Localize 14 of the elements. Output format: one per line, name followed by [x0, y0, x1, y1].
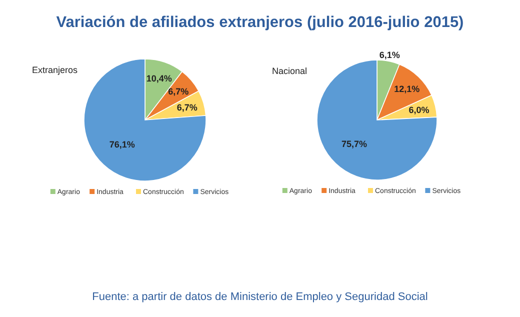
text: Variación de afiliados extranjeros (julio 2016-julio 2015)	[56, 14, 464, 31]
text: Nacional	[272, 66, 308, 76]
data-label: 76,1%	[109, 140, 135, 150]
data-label: 10,4%	[146, 73, 172, 84]
data-label: 75,7%	[341, 138, 368, 149]
pie-slice	[316, 60, 438, 180]
source-note: Fuente: a partir de datos de Ministerio de Empleo y Seguridad Social	[92, 291, 428, 303]
data-label: 12,1%	[394, 84, 420, 94]
text: Extranjeros	[32, 65, 78, 75]
pie-slice	[84, 58, 206, 182]
data-label: 6,7%	[168, 86, 189, 97]
data-label: 6,0%	[408, 104, 430, 115]
data-label: 6,1%	[379, 50, 400, 60]
data-label: 6,7%	[176, 102, 198, 113]
